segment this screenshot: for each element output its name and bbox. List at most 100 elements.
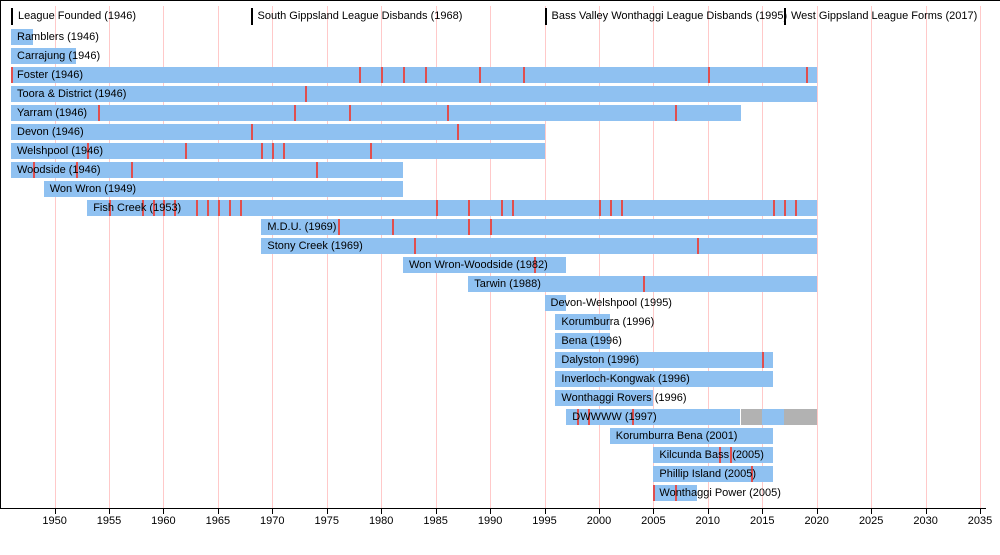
team-label: Wonthaggi Power (2005) (659, 487, 781, 499)
gridline (816, 6, 818, 508)
premiership-tick (337, 219, 340, 235)
team-bar-segment (762, 409, 785, 425)
team-bar-segment (11, 105, 741, 121)
axis-year-label: 1965 (205, 515, 231, 527)
team-bar-segment (261, 219, 817, 235)
team-row: DWWWW (1997) (0, 409, 1000, 425)
team-bar-segment (11, 162, 403, 178)
gridline (871, 6, 873, 508)
team-bar-segment (11, 29, 33, 45)
premiership-tick (446, 105, 449, 121)
axis-tick (109, 509, 110, 514)
axis-year-label: 1995 (532, 515, 557, 527)
premiership-tick (217, 200, 220, 216)
premiership-tick (457, 124, 460, 140)
team-bar-segment (653, 447, 774, 463)
axis-year-label: 1955 (96, 515, 122, 527)
premiership-tick (174, 200, 177, 216)
axis-tick (54, 509, 56, 514)
premiership-tick (109, 200, 111, 216)
axis-tick (816, 509, 818, 514)
team-label: Fish Creek (1953) (93, 202, 182, 214)
gridline (707, 6, 709, 508)
premiership-tick (228, 200, 231, 216)
axis-tick (762, 509, 764, 514)
team-label: Tarwin (1988) (474, 278, 541, 290)
team-row: Devon (1946) (0, 124, 1000, 140)
team-row: Tarwin (1988) (0, 276, 1000, 292)
premiership-tick (272, 143, 275, 159)
premiership-tick (403, 67, 405, 83)
premiership-tick (522, 67, 525, 83)
team-row: Dalyston (1996) (0, 352, 1000, 368)
axis-year-label: 1980 (368, 515, 394, 527)
premiership-tick (130, 162, 133, 178)
premiership-tick (805, 67, 808, 83)
premiership-tick (794, 200, 797, 216)
team-bar-segment (609, 428, 774, 444)
milestone-label: League Founded (1946) (18, 10, 137, 22)
team-row: Ramblers (1946) (0, 29, 1000, 45)
premiership-tick (468, 219, 471, 235)
team-row: Yarram (1946) (0, 105, 1000, 121)
team-label: Toora & District (1946) (17, 88, 127, 100)
axis-year-label: 2025 (858, 515, 884, 527)
team-label: Bena (1996) (561, 335, 622, 347)
milestone-marker (784, 8, 786, 25)
team-bar-segment (261, 238, 817, 254)
team-label: Phillip Island (2005) (659, 468, 757, 480)
premiership-tick (294, 105, 297, 121)
premiership-tick (577, 409, 580, 425)
plot-frame-left (0, 0, 1, 509)
premiership-tick (315, 162, 318, 178)
axis-tick (217, 509, 219, 514)
premiership-tick (76, 162, 79, 178)
team-bar-segment (468, 276, 817, 292)
premiership-tick (675, 105, 678, 121)
premiership-tick (718, 447, 721, 463)
axis-year-label: 1960 (151, 515, 176, 527)
premiership-tick (283, 143, 286, 159)
team-bar-segment (555, 371, 774, 387)
team-bar-segment (11, 86, 817, 102)
premiership-tick (468, 200, 471, 216)
axis-tick (272, 509, 274, 514)
team-label: Devon (1946) (17, 126, 84, 138)
axis-year-label: 2015 (750, 515, 775, 527)
team-row: Korumburra Bena (2001) (0, 428, 1000, 444)
axis-year-label: 2035 (967, 515, 993, 527)
axis-tick (490, 509, 492, 514)
premiership-tick (533, 257, 536, 273)
milestone-label: West Gippsland League Forms (2017) (791, 10, 978, 22)
team-bar-segment (566, 409, 741, 425)
premiership-tick (392, 219, 395, 235)
premiership-tick (620, 200, 623, 216)
premiership-tick (631, 409, 634, 425)
team-label: Korumburra Bena (2001) (615, 430, 738, 442)
premiership-tick (511, 200, 514, 216)
team-row: Welshpool (1946) (0, 143, 1000, 159)
premiership-tick (250, 124, 253, 140)
premiership-tick (642, 276, 645, 292)
premiership-tick (588, 409, 591, 425)
premiership-tick (424, 67, 427, 83)
team-label: Kilcunda Bass (2005) (659, 449, 764, 461)
premiership-tick (370, 143, 373, 159)
gridline (217, 6, 219, 508)
premiership-tick (490, 219, 493, 235)
gridline (653, 6, 655, 508)
team-bar-segment (555, 314, 610, 330)
team-row: Won Wron (1949) (0, 181, 1000, 197)
milestone-marker (250, 8, 253, 25)
premiership-tick (348, 105, 351, 121)
gridline (163, 6, 165, 508)
premiership-tick (599, 200, 601, 216)
team-row: Korumburra (1996) (0, 314, 1000, 330)
premiership-tick (185, 143, 188, 159)
premiership-tick (11, 67, 13, 83)
axis-year-label: 2000 (586, 515, 612, 527)
premiership-tick (359, 67, 362, 83)
team-label: Woodside (1946) (17, 164, 101, 176)
milestone-label: Bass Valley Wonthaggi League Disbands (1… (551, 10, 788, 22)
premiership-tick (239, 200, 242, 216)
